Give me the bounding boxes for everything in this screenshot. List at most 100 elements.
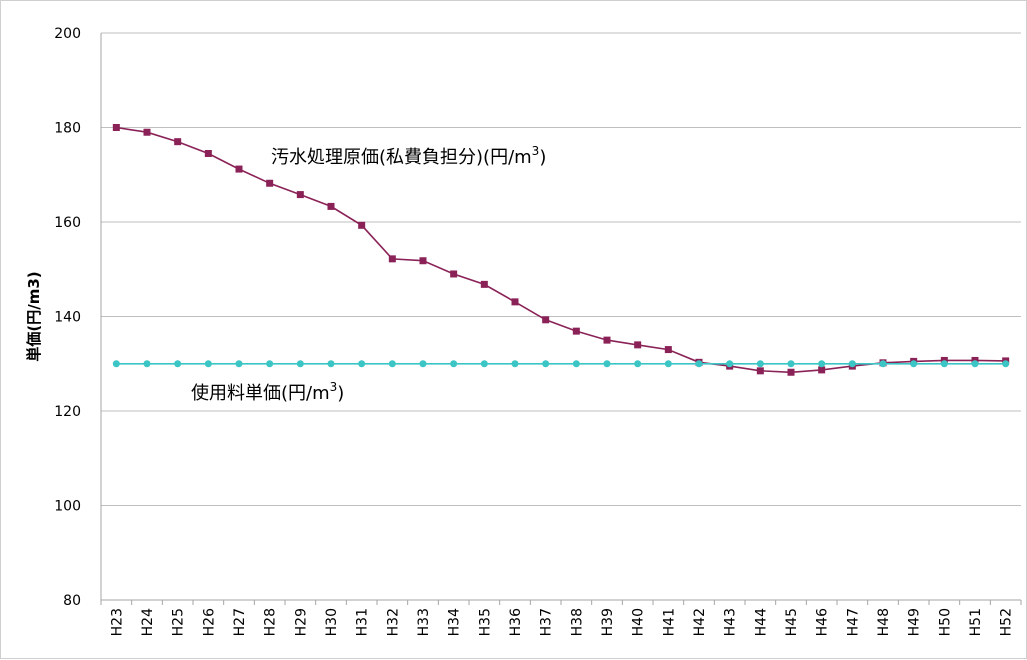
x-tick-label: H49 — [907, 608, 923, 636]
data-point-square — [235, 165, 243, 173]
data-point-circle — [664, 360, 672, 368]
data-point-circle — [143, 360, 151, 368]
x-tick-label: H23 — [109, 608, 125, 636]
data-point-square — [480, 280, 488, 288]
y-axis-title: 単価(円/m3) — [25, 271, 43, 361]
data-point-circle — [174, 360, 182, 368]
series-line — [116, 126, 1006, 374]
x-tick-label: H52 — [999, 608, 1015, 636]
label-layer: 単価(円/m3) 汚水処理原価(私費負担分)(円/m3) 使用料単価(円/m3) — [25, 144, 546, 404]
data-point-circle — [480, 360, 488, 368]
series-1 — [112, 124, 1010, 376]
x-tick-label: H43 — [723, 608, 739, 636]
x-tick-label: H27 — [232, 608, 248, 636]
x-tick-label: H28 — [263, 608, 279, 636]
data-point-square — [542, 316, 550, 324]
data-point-circle — [266, 360, 274, 368]
x-tick-label: H50 — [937, 608, 953, 636]
y-tick-label: 120 — [54, 404, 81, 420]
x-tick-label: H48 — [876, 608, 892, 636]
x-tick-label: H40 — [631, 608, 647, 636]
x-tick-label: H24 — [140, 608, 156, 636]
data-point-square — [174, 138, 182, 146]
data-point-square — [112, 124, 120, 131]
x-tick-label: H35 — [477, 608, 493, 636]
y-tick-label: 180 — [54, 121, 81, 137]
x-tick-label: H30 — [324, 608, 340, 636]
series-annotation: 使用料単価(円/m3) — [191, 380, 344, 404]
data-point-circle — [450, 360, 458, 368]
x-tick-label: H29 — [293, 608, 309, 636]
x-tick-label: H25 — [171, 608, 187, 636]
data-point-circle — [419, 360, 427, 368]
x-tick-label: H45 — [784, 608, 800, 636]
x-tick-label: H42 — [692, 608, 708, 636]
y-tick-label: 200 — [54, 26, 81, 42]
data-point-circle — [787, 360, 795, 368]
data-point-square — [634, 341, 642, 349]
data-point-circle — [971, 360, 979, 368]
x-tick-label: H46 — [815, 608, 831, 636]
data-point-square — [664, 346, 672, 354]
x-tick-label: H34 — [447, 608, 463, 636]
data-point-circle — [756, 360, 764, 368]
data-point-circle — [695, 360, 703, 368]
x-tick-label: H36 — [508, 608, 524, 636]
data-point-square — [327, 202, 335, 210]
data-point-square — [787, 368, 795, 376]
data-point-square — [143, 128, 151, 136]
data-point-circle — [388, 360, 396, 368]
data-point-circle — [572, 360, 580, 368]
data-point-circle — [603, 360, 611, 368]
y-tick-label: 80 — [63, 593, 81, 609]
y-tick-label: 160 — [54, 215, 81, 231]
data-point-square — [419, 257, 427, 265]
data-point-circle — [235, 360, 243, 368]
data-point-square — [511, 298, 519, 306]
grid-layer — [101, 32, 1021, 506]
axis-layer: 80 100 120 140 160 180 200 H23 H24 H25 H26 H27 H28 H2… — [54, 26, 1022, 636]
data-point-square — [450, 270, 458, 278]
data-point-circle — [879, 360, 887, 368]
x-tick-label: H31 — [355, 608, 371, 636]
data-point-circle — [910, 360, 918, 368]
x-tick-label: H26 — [201, 608, 217, 636]
data-point-circle — [818, 360, 826, 368]
data-point-square — [204, 149, 212, 157]
data-point-square — [572, 327, 580, 335]
data-point-circle — [296, 360, 304, 368]
data-point-circle — [204, 360, 212, 368]
data-point-square — [358, 221, 366, 229]
data-point-circle — [542, 360, 550, 368]
data-point-circle — [112, 360, 120, 368]
data-point-square — [388, 255, 396, 263]
data-point-circle — [358, 360, 366, 368]
data-point-square — [818, 366, 826, 374]
x-tick-label: H47 — [845, 608, 861, 636]
x-tick-label: H44 — [753, 608, 769, 636]
data-point-circle — [634, 360, 642, 368]
data-point-circle — [511, 360, 519, 368]
x-tick-label: H37 — [539, 608, 555, 636]
y-tick-label: 140 — [54, 310, 81, 326]
x-tick-label: H39 — [600, 608, 616, 636]
data-point-circle — [327, 360, 335, 368]
x-tick-label: H51 — [968, 608, 984, 636]
x-tick-label: H32 — [385, 608, 401, 636]
data-point-square — [296, 191, 304, 199]
series-2 — [112, 360, 1010, 368]
x-tick-label: H33 — [416, 608, 432, 636]
data-point-circle — [1002, 360, 1010, 368]
x-tick-label: H38 — [569, 608, 585, 636]
x-tick-label: H41 — [661, 608, 677, 636]
data-point-square — [603, 336, 611, 344]
data-point-circle — [726, 360, 734, 368]
series-layer — [112, 124, 1010, 376]
data-point-circle — [940, 360, 948, 368]
data-point-square — [756, 367, 764, 375]
y-tick-label: 100 — [54, 499, 81, 515]
series-annotation: 汚水処理原価(私費負担分)(円/m3) — [271, 144, 546, 168]
data-point-square — [266, 179, 274, 187]
